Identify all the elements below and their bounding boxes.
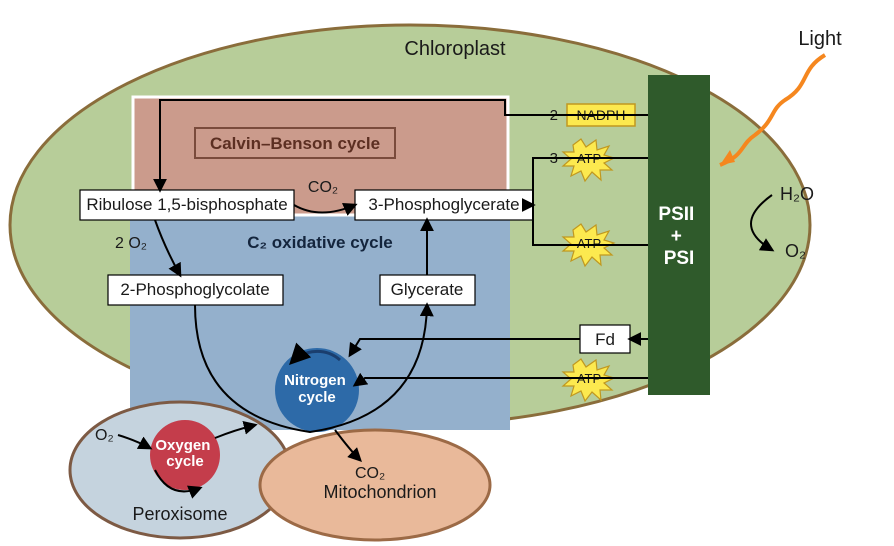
- fd-label: Fd: [595, 330, 615, 349]
- pga-label: 3-Phosphoglycerate: [368, 195, 519, 214]
- peroxisome-label: Peroxisome: [132, 504, 227, 524]
- atp-text-2: ATP: [577, 236, 601, 251]
- h2o-label: H₂O: [780, 184, 814, 204]
- pglycolate-label: 2-Phosphoglycolate: [120, 280, 269, 299]
- o2-perox-label: O₂: [95, 427, 114, 444]
- mitochondrion-label: Mitochondrion: [323, 482, 436, 502]
- co2-top-label: CO₂: [308, 179, 338, 196]
- c2-label: C₂ oxidative cycle: [247, 233, 393, 252]
- calvin-label: Calvin–Benson cycle: [210, 134, 380, 153]
- glycerate-label: Glycerate: [391, 280, 464, 299]
- diagram-svg: Calvin–Benson cycle C₂ oxidative cycle P…: [0, 0, 894, 546]
- ribulose-label: Ribulose 1,5-bisphosphate: [86, 195, 287, 214]
- o2-out-label: O₂: [785, 241, 806, 261]
- two-o2-label: 2 O₂: [115, 235, 147, 252]
- light-label: Light: [798, 28, 842, 50]
- chloroplast-label: Chloroplast: [404, 38, 506, 60]
- co2-mito-label: CO₂: [355, 465, 385, 482]
